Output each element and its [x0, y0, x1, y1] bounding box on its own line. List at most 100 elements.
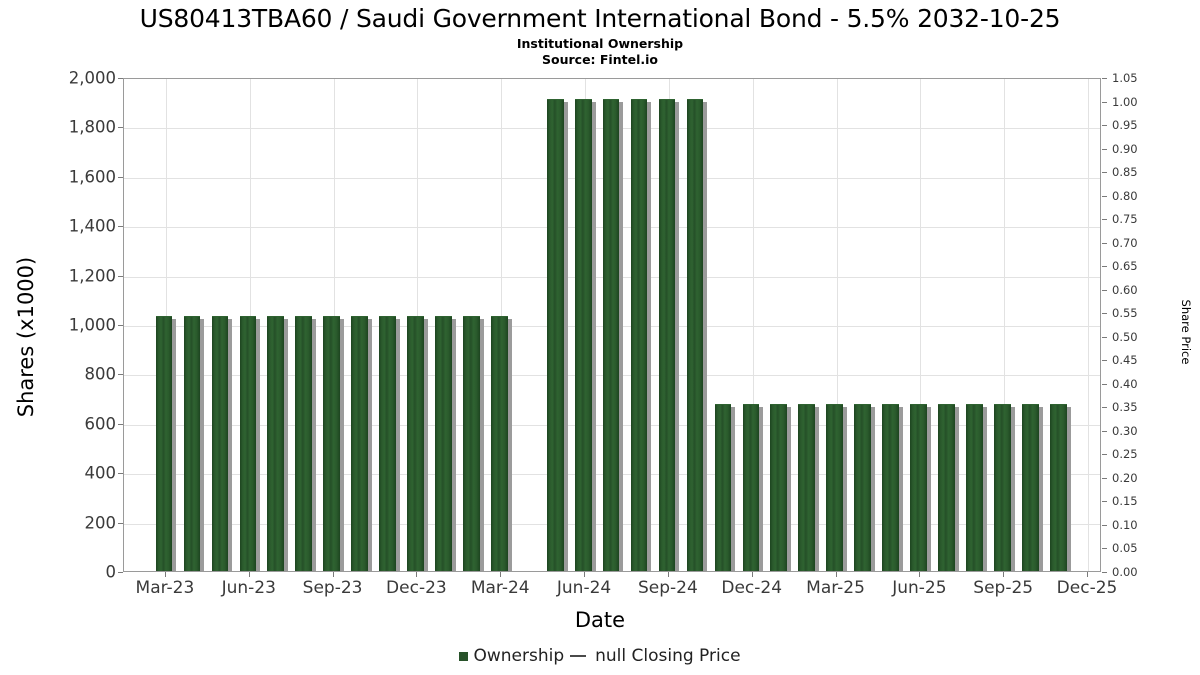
x-axis-tick: Dec-25 [1056, 578, 1118, 598]
bar-body [854, 403, 871, 571]
bar[interactable] [630, 99, 652, 571]
y-axis-tickmark-left [118, 275, 123, 277]
bar-shadow [591, 102, 596, 571]
bar-shadow [982, 406, 987, 571]
bar[interactable] [798, 403, 820, 571]
y-axis-tickmark-right [1102, 148, 1107, 150]
bar[interactable] [546, 99, 568, 571]
bar[interactable] [854, 403, 875, 571]
y-axis-tick-right: 1.00 [1112, 94, 1138, 109]
bar-shadow [395, 319, 400, 571]
bar-body [323, 316, 341, 571]
bar[interactable] [826, 403, 847, 571]
y-axis-tick-right: 0.90 [1112, 141, 1138, 156]
bar[interactable] [686, 99, 708, 571]
y-axis-tick-right: 0.65 [1112, 259, 1138, 274]
x-axis-tick: Jun-25 [892, 578, 947, 598]
bar[interactable] [742, 403, 764, 571]
bar-shadow [172, 319, 177, 571]
chart-legend: Ownership null Closing Price [0, 646, 1200, 666]
x-axis-tick: Mar-24 [470, 578, 530, 598]
bar-shadow [647, 102, 652, 571]
y-axis-tick-right: 1.05 [1112, 71, 1138, 85]
bar-body [658, 99, 676, 571]
bar[interactable] [267, 316, 289, 571]
y-axis-tickmark-left [118, 473, 123, 475]
bar-body [574, 99, 592, 571]
bar[interactable] [994, 403, 1015, 571]
bar[interactable] [658, 99, 680, 571]
bar[interactable] [295, 316, 317, 571]
y-axis-tickmark-right [1102, 266, 1107, 268]
bar-body [463, 316, 480, 571]
y-axis-tick-right: 0.35 [1112, 400, 1138, 415]
bar[interactable] [183, 316, 205, 571]
y-axis-tick-right: 0.60 [1112, 282, 1138, 297]
bar-body [435, 316, 452, 571]
bar[interactable] [155, 316, 177, 571]
bar-body [407, 316, 424, 571]
y-axis-tick-right: 0.95 [1112, 118, 1138, 133]
y-axis-tickmark-right [1102, 289, 1107, 291]
bar[interactable] [910, 403, 931, 571]
x-axis-tickmark [584, 572, 586, 577]
bar-body [798, 403, 816, 571]
x-axis-tickmark [164, 572, 166, 577]
bar-shadow [1010, 406, 1015, 571]
bar[interactable] [966, 403, 987, 571]
y-axis-tick-left: 400 [84, 463, 117, 483]
y-axis-tick-right: 0.45 [1112, 353, 1138, 368]
y-axis-tick-right: 0.15 [1112, 494, 1138, 509]
y-axis-tick-left: 1,800 [68, 117, 116, 137]
y-axis-tickmark-right [1102, 407, 1107, 409]
y-axis-tick-right: 0.20 [1112, 470, 1138, 485]
bar-shadow [340, 319, 345, 571]
bar[interactable] [463, 316, 484, 571]
bar-body [1049, 403, 1067, 571]
bar-shadow [787, 406, 792, 571]
y-axis-tickmark-right [1102, 336, 1107, 338]
bar-body [239, 316, 257, 571]
bar[interactable] [239, 316, 261, 571]
bar-shadow [954, 406, 959, 571]
x-axis-tick: Jun-23 [221, 578, 276, 598]
bar-shadow [479, 319, 484, 571]
bar[interactable] [938, 403, 959, 571]
legend-item-ownership[interactable]: Ownership [459, 646, 564, 666]
bar[interactable] [1049, 403, 1071, 571]
bar-shadow [1038, 406, 1043, 571]
y-axis-tick-right: 0.10 [1112, 517, 1138, 532]
y-axis-tick-right: 0.40 [1112, 376, 1138, 391]
x-axis-tickmark [332, 572, 334, 577]
bar[interactable] [714, 403, 736, 571]
bar[interactable] [435, 316, 456, 571]
y-axis-tick-right: 0.70 [1112, 235, 1138, 250]
y-axis-tick-left: 800 [84, 364, 117, 384]
bar-shadow [563, 102, 568, 571]
bar[interactable] [407, 316, 428, 571]
plot-area [123, 78, 1101, 572]
y-axis-tickmark-right [1102, 383, 1107, 385]
legend-item-closing-price[interactable]: null Closing Price [564, 646, 741, 666]
y-axis-tickmark-right [1102, 313, 1107, 315]
y-axis-tick-right: 0.50 [1112, 329, 1138, 344]
bar[interactable] [770, 403, 792, 571]
x-axis-label: Date [574, 608, 626, 632]
y-axis-tickmark-right [1102, 430, 1107, 432]
bar[interactable] [351, 316, 372, 571]
bar-body [714, 403, 732, 571]
chart-subtitle: Institutional Ownership [516, 36, 684, 51]
bar[interactable] [491, 316, 512, 571]
bar[interactable] [574, 99, 596, 571]
bar[interactable] [323, 316, 345, 571]
bar[interactable] [211, 316, 233, 571]
bar[interactable] [379, 316, 400, 571]
y-axis-tickmark-right [1102, 219, 1107, 221]
bar-body [379, 316, 396, 571]
bar[interactable] [602, 99, 624, 571]
x-axis-tick: Sep-23 [302, 578, 363, 598]
y-axis-tickmark-left [118, 176, 123, 178]
bar[interactable] [1021, 403, 1043, 571]
y-axis-tickmark-right [1102, 78, 1107, 79]
bar[interactable] [882, 403, 903, 571]
